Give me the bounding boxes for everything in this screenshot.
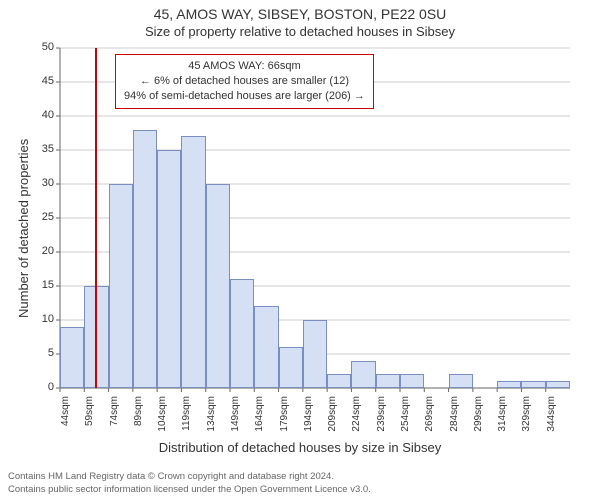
histogram-bar [157, 150, 181, 388]
x-tick-label: 329sqm [521, 396, 532, 436]
footer-line: Contains HM Land Registry data © Crown c… [8, 471, 592, 483]
y-tick-label: 25 [26, 211, 54, 223]
info-line: ← 6% of detached houses are smaller (12) [124, 74, 365, 89]
x-tick-label: 74sqm [109, 396, 120, 436]
x-tick-label: 179sqm [279, 396, 290, 436]
x-tick-label: 119sqm [181, 396, 192, 436]
y-tick-label: 15 [26, 279, 54, 291]
x-tick-label: 239sqm [376, 396, 387, 436]
footer-line: Contains public sector information licen… [8, 484, 592, 496]
histogram-bar [303, 320, 327, 388]
histogram-bar [521, 381, 545, 388]
x-tick-label: 59sqm [84, 396, 95, 436]
x-tick-label: 134sqm [206, 396, 217, 436]
y-tick-label: 35 [26, 143, 54, 155]
y-tick-label: 0 [26, 381, 54, 393]
x-tick-label: 254sqm [400, 396, 411, 436]
histogram-bar [133, 130, 157, 388]
x-tick-label: 299sqm [473, 396, 484, 436]
x-tick-label: 344sqm [546, 396, 557, 436]
histogram-bar [449, 374, 473, 388]
histogram-bar [351, 361, 375, 388]
y-axis-label: Number of detached properties [16, 139, 31, 318]
y-tick-label: 10 [26, 313, 54, 325]
histogram-bar [181, 136, 205, 388]
histogram-bar [279, 347, 303, 388]
histogram-bar [60, 327, 84, 388]
y-tick-label: 40 [26, 109, 54, 121]
histogram-bar [254, 306, 278, 388]
info-line: 94% of semi-detached houses are larger (… [124, 89, 365, 104]
property-marker-line [95, 48, 97, 388]
histogram-bar [109, 184, 133, 388]
x-tick-label: 149sqm [230, 396, 241, 436]
histogram-bar [206, 184, 230, 388]
x-tick-label: 224sqm [351, 396, 362, 436]
y-tick-label: 45 [26, 75, 54, 87]
histogram-bar [400, 374, 424, 388]
histogram-bar [546, 381, 570, 388]
y-tick-label: 20 [26, 245, 54, 257]
x-tick-label: 89sqm [133, 396, 144, 436]
x-tick-label: 194sqm [303, 396, 314, 436]
info-line: 45 AMOS WAY: 66sqm [124, 59, 365, 74]
histogram-bar [230, 279, 254, 388]
x-tick-label: 284sqm [449, 396, 460, 436]
info-box: 45 AMOS WAY: 66sqm ← 6% of detached hous… [115, 54, 374, 109]
chart-subtitle: Size of property relative to detached ho… [0, 24, 600, 39]
chart-title: 45, AMOS WAY, SIBSEY, BOSTON, PE22 0SU [0, 6, 600, 22]
x-tick-label: 209sqm [327, 396, 338, 436]
x-tick-label: 314sqm [497, 396, 508, 436]
x-tick-label: 104sqm [157, 396, 168, 436]
y-tick-label: 5 [26, 347, 54, 359]
y-tick-label: 30 [26, 177, 54, 189]
histogram-bar [376, 374, 400, 388]
x-tick-label: 44sqm [60, 396, 71, 436]
x-axis-label: Distribution of detached houses by size … [0, 440, 600, 455]
histogram-bar [327, 374, 351, 388]
y-tick-label: 50 [26, 41, 54, 53]
x-tick-label: 269sqm [424, 396, 435, 436]
x-tick-label: 164sqm [254, 396, 265, 436]
footer: Contains HM Land Registry data © Crown c… [0, 471, 600, 496]
histogram-bar [497, 381, 521, 388]
